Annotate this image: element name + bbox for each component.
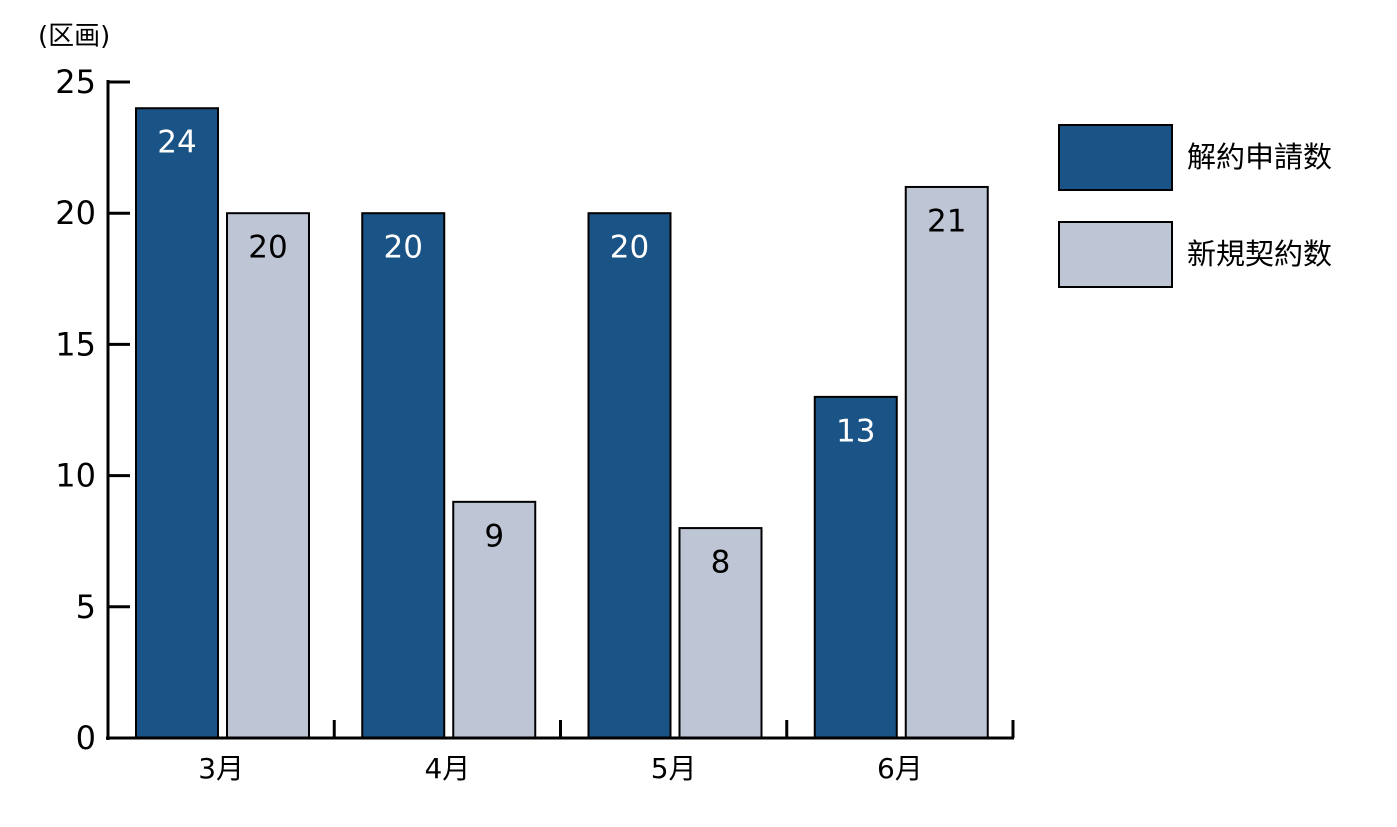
legend-label: 新規契約数 xyxy=(1187,237,1332,271)
y-tick-label: 10 xyxy=(55,457,96,495)
data-label: 20 xyxy=(248,230,287,266)
data-label: 21 xyxy=(927,203,966,239)
y-tick-label: 5 xyxy=(76,588,96,626)
data-label: 20 xyxy=(610,230,649,266)
y-tick-label: 20 xyxy=(55,194,96,232)
legend-swatch xyxy=(1058,221,1173,288)
y-tick-label: 15 xyxy=(55,325,96,363)
data-label: 8 xyxy=(711,545,731,581)
data-label: 13 xyxy=(836,413,875,449)
y-tick-label: 0 xyxy=(76,719,96,757)
bar xyxy=(678,527,763,740)
bar xyxy=(361,212,446,739)
bar xyxy=(226,212,310,739)
x-tick-label: 6月 xyxy=(877,752,923,785)
bar xyxy=(587,212,672,739)
bar xyxy=(813,395,898,739)
x-tick-label: 3月 xyxy=(198,752,244,785)
y-tick-label: 25 xyxy=(55,63,96,101)
legend-label: 解約申請数 xyxy=(1187,140,1332,174)
data-label: 24 xyxy=(157,125,196,161)
x-tick-label: 5月 xyxy=(651,752,697,785)
bar xyxy=(904,185,989,739)
bar xyxy=(135,107,219,740)
data-label: 9 xyxy=(484,518,504,554)
y-axis-label: (区画) xyxy=(38,22,110,52)
legend-swatch xyxy=(1058,124,1173,191)
bar xyxy=(452,500,537,739)
data-label: 20 xyxy=(384,230,423,266)
x-tick-label: 4月 xyxy=(424,752,470,785)
